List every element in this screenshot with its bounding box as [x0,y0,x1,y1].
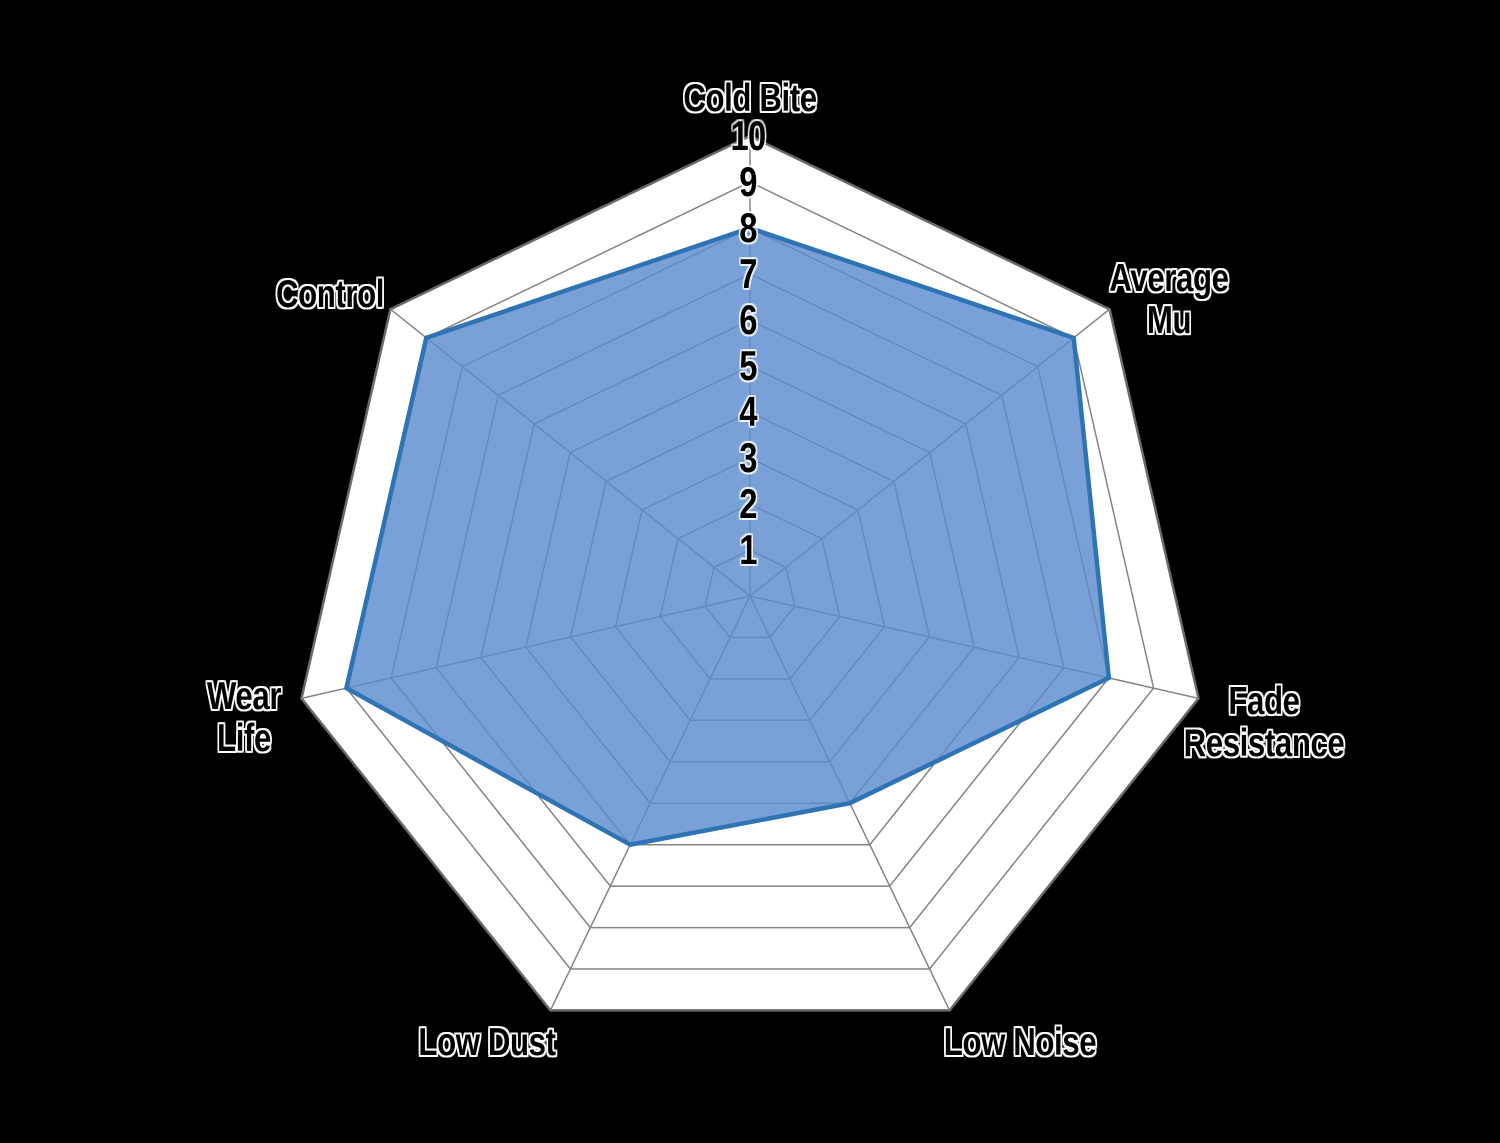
axis-label-low-dust: Low Dust [418,1020,556,1064]
tick-label-2: 2 [739,480,757,527]
axis-label-cold-bite: Cold Bite [683,76,817,120]
tick-label-9: 9 [739,158,757,205]
tick-label-1: 1 [739,526,757,573]
tick-label-8: 8 [739,204,757,251]
tick-label-3: 3 [739,434,757,481]
series-polygon [343,225,1112,848]
axis-label-wear-life: Wear Life [206,674,282,760]
axis-label-fade-resistance: Fade Resistance [1183,679,1345,765]
tick-label-10: 10 [730,112,767,159]
tick-label-7: 7 [739,250,757,297]
tick-label-4: 4 [739,388,757,435]
axis-label-low-noise: Low Noise [943,1020,1097,1064]
tick-label-5: 5 [739,342,757,389]
axis-label-control: Control [275,272,385,316]
axis-label-average-mu: Average Mu [1109,256,1229,342]
tick-label-6: 6 [739,296,757,343]
